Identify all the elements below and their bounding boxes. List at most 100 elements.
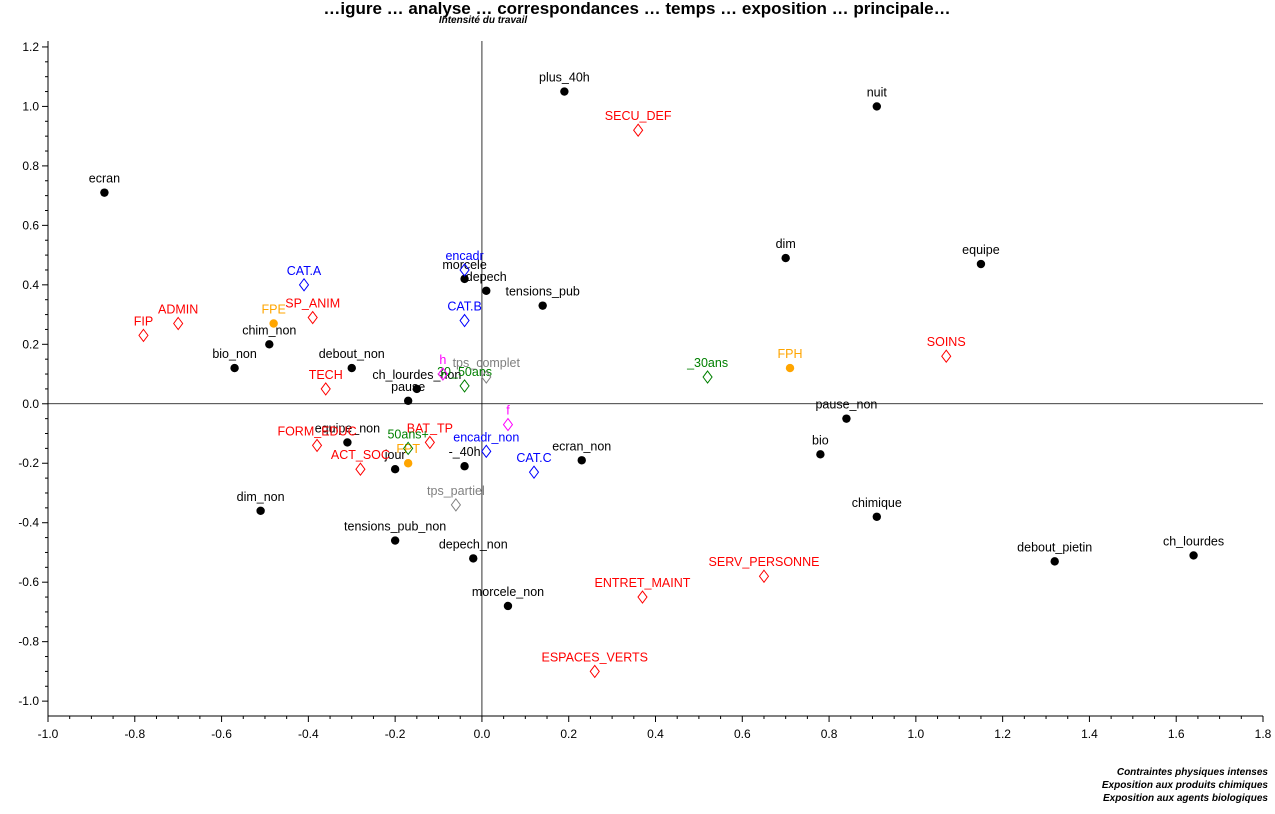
point-label-tensions-pub: tensions_pub <box>505 285 579 299</box>
point-50ans <box>403 441 414 456</box>
y-tick-label: 0.2 <box>22 337 39 351</box>
x-tick-label: 1.0 <box>908 727 925 741</box>
point-label-fph: FPH <box>778 347 803 361</box>
point-bio <box>816 450 825 459</box>
point-fip <box>138 328 149 343</box>
x-tick-label: 0.8 <box>821 727 838 741</box>
point-label-dim-non: dim_non <box>237 490 285 504</box>
point-30ans <box>702 370 713 384</box>
point-depech <box>482 286 491 295</box>
point-debout-pietin <box>1050 557 1059 566</box>
y-tick-label: -0.4 <box>18 516 39 530</box>
point-label-tps-partiel: tps_partiel <box>427 484 485 498</box>
point-label-depech: depech <box>466 270 507 284</box>
point-30-50ans <box>459 379 470 393</box>
point-morcele-non <box>503 601 513 611</box>
point-serv-personne <box>758 569 770 584</box>
point-label-depech-non: depech_non <box>439 537 508 551</box>
point-label-morcele-non: morcele_non <box>472 585 544 599</box>
point-plus-40h <box>560 87 569 96</box>
x-tick-label: -0.4 <box>298 727 319 741</box>
point-label-ch-lourdes: ch_lourdes <box>1163 534 1224 548</box>
point-label-40h: -_40h <box>449 445 481 459</box>
point-label-cat-b: CAT.B <box>447 300 482 314</box>
x-tick-label: 1.6 <box>1168 727 1185 741</box>
point-entret-maint <box>637 590 648 604</box>
point-pause-non <box>842 414 851 423</box>
point-cat-c <box>528 465 540 480</box>
point-ch-lourdes <box>1189 551 1198 560</box>
point-label-fpe: FPE <box>261 302 285 316</box>
point-label-chim-non: chim_non <box>242 323 296 337</box>
point-jour <box>390 464 400 474</box>
point-label-tensions-pub-non: tensions_pub_non <box>344 520 446 534</box>
point-label-morcele: morcele <box>442 258 487 272</box>
point-label-form-educ: FORM_EDUC <box>277 424 356 438</box>
point-bio-non <box>230 363 239 373</box>
point-morcele <box>460 274 469 284</box>
point-label-encadr: encadr <box>445 249 483 263</box>
x-tick-label: -1.0 <box>38 727 59 741</box>
point-tensions-pub-non <box>390 536 400 545</box>
point-label-tech: TECH <box>309 368 343 382</box>
point-label-nuit: nuit <box>867 85 888 99</box>
point-encadr-non <box>481 444 492 459</box>
x-tick-label: 0.0 <box>474 727 491 741</box>
x-axis-title-line: Exposition aux agents biologiques <box>1103 793 1268 804</box>
point-admin <box>173 316 184 331</box>
point-fph <box>785 363 795 373</box>
point-label-serv-personne: SERV_PERSONNE <box>709 555 820 569</box>
y-tick-label: -1.0 <box>18 694 39 708</box>
x-tick-label: 1.4 <box>1081 727 1098 741</box>
x-tick-label: 0.4 <box>647 727 664 741</box>
point-label-bat-tp: BAT_TP <box>407 421 453 435</box>
point-label-equipe-non: equipe_non <box>315 421 380 435</box>
x-axis-title: Contraintes physiques intenses Exposition… <box>1102 767 1269 804</box>
point-label-espaces-verts: ESPACES_VERTS <box>541 650 648 664</box>
point-form-educ <box>311 438 323 453</box>
point-label-cat-a: CAT.A <box>287 264 322 278</box>
point-fpt <box>403 459 413 468</box>
y-tick-label: 1.2 <box>22 40 39 54</box>
x-axis-title-line: Exposition aux produits chimiques <box>1102 780 1269 791</box>
point-label-bio: bio <box>812 433 829 447</box>
point-dim <box>781 253 790 263</box>
point-encadr <box>459 263 470 277</box>
point-f <box>502 417 514 432</box>
x-tick-label: 1.2 <box>994 727 1011 741</box>
point-act-soc <box>355 462 366 477</box>
point-label-chimique: chimique <box>852 496 902 510</box>
point-nuit <box>872 102 882 111</box>
point-ch-lourdes-non <box>412 384 422 394</box>
reference-lines <box>48 41 1263 716</box>
point-espaces-verts <box>589 664 600 679</box>
x-tick-label: -0.8 <box>124 727 145 741</box>
point-tech <box>320 382 331 396</box>
point-soins <box>941 349 952 364</box>
point-label-h: h <box>439 353 446 367</box>
point-label-fpt: FPT <box>396 442 420 456</box>
point-label-tps-complet: tps_complet <box>453 356 521 370</box>
point-pause <box>403 396 413 406</box>
point-40h <box>460 462 469 471</box>
y-tick-label: 1.0 <box>22 99 39 113</box>
chart-title: …igure … analyse … correspondances … tem… <box>323 0 950 18</box>
point-sp-anim <box>307 310 318 325</box>
point-secu-def <box>633 123 644 138</box>
point-debout-non <box>347 363 356 373</box>
point-label-50ans: 50ans+ <box>387 427 428 441</box>
y-tick-label: -0.6 <box>18 575 39 589</box>
point-label-ecran: ecran <box>89 172 120 186</box>
point-label-admin: ADMIN <box>158 302 198 316</box>
y-tick-label: 0.0 <box>22 397 39 411</box>
point-label-pause-non: pause_non <box>815 398 877 412</box>
point-label-soins: SOINS <box>927 335 966 349</box>
point-ecran-non <box>577 456 586 465</box>
point-label-ch-lourdes-non: ch_lourdes_non <box>372 368 461 382</box>
point-label-ecran-non: ecran_non <box>552 439 611 453</box>
point-bat-tp <box>424 435 435 450</box>
point-label-jour: jour <box>384 448 406 462</box>
point-label-debout-pietin: debout_pietin <box>1017 540 1092 554</box>
